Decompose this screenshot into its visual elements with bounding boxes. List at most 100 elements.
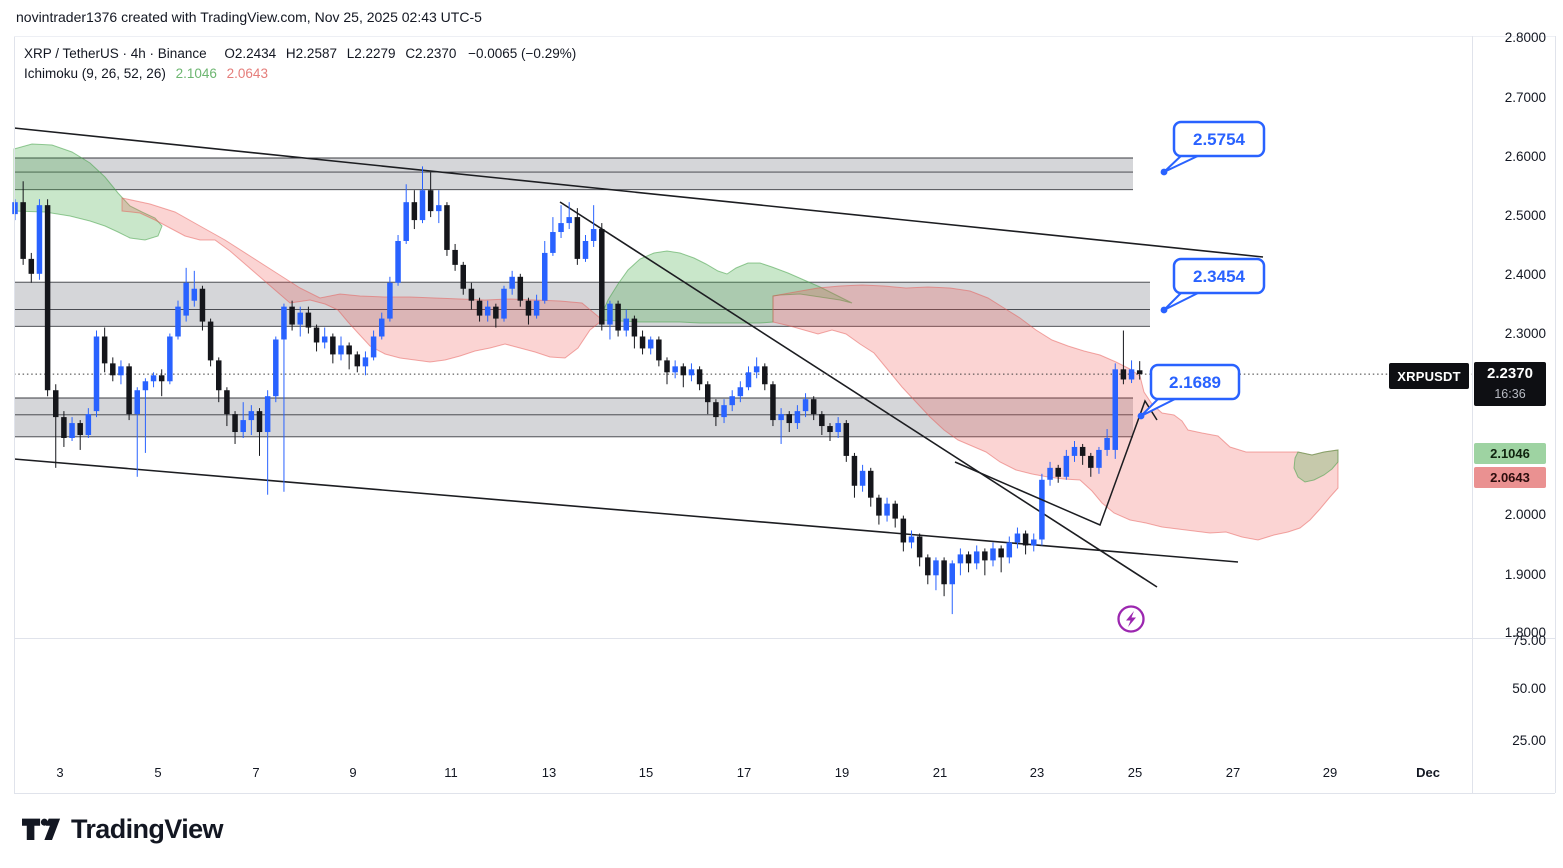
ohlc-low: L2.2279	[346, 46, 396, 61]
candle-body	[639, 336, 646, 349]
senkou-b-badge: 2.0643	[1474, 467, 1546, 488]
candle-body	[908, 536, 915, 543]
candle-body	[1031, 539, 1037, 546]
candle-body	[493, 306, 499, 319]
candle-body	[444, 205, 450, 250]
candle-body	[990, 548, 996, 561]
candle-body	[647, 339, 654, 349]
symbol-title[interactable]: XRP / TetherUS · 4h · Binance	[24, 46, 207, 61]
candle-body	[232, 414, 238, 433]
candle-body	[892, 503, 898, 519]
candle-body	[916, 536, 923, 558]
candle-body	[191, 288, 198, 301]
candle-body	[688, 369, 695, 376]
last-price-badge: 2.2370 16:36	[1474, 362, 1546, 406]
candle-body	[370, 336, 377, 358]
indicator-name[interactable]: Ichimoku (9, 26, 52, 26)	[24, 66, 166, 81]
time-tick-label: 19	[834, 765, 850, 780]
tradingview-watermark[interactable]: TradingView	[22, 814, 224, 845]
candle-body	[61, 417, 67, 438]
candle-body	[395, 240, 401, 283]
candle-body	[802, 399, 809, 412]
candle-body	[379, 318, 385, 337]
candle-body	[77, 423, 83, 436]
candle-body	[419, 190, 426, 221]
indicator-senkou-a-value: 2.1046	[175, 66, 217, 81]
time-tick-label: 23	[1029, 765, 1045, 780]
time-axis-border	[14, 793, 1555, 794]
candle-body	[868, 470, 874, 498]
time-tick-label: 11	[444, 765, 458, 780]
candle-body	[794, 411, 801, 424]
candle-body	[998, 548, 1004, 558]
callout-box	[1172, 257, 1266, 295]
plot-top-border	[14, 36, 1555, 37]
candle-body	[582, 240, 589, 259]
symbol-row: XRP / TetherUS · 4h · Binance O2.2434 H2…	[24, 44, 582, 64]
candle-body	[1071, 446, 1078, 456]
candle-body	[623, 318, 629, 331]
indicator-senkou-b-value: 2.0643	[226, 66, 268, 81]
candle-body	[1120, 369, 1127, 380]
price-callout[interactable]: 2.5754	[1160, 120, 1266, 176]
candle-body	[542, 252, 548, 301]
candle-body	[36, 205, 43, 274]
candle-body	[737, 387, 744, 397]
time-tick-label: 13	[541, 765, 557, 780]
candle-body	[843, 423, 850, 456]
candle-body	[460, 264, 466, 289]
candle-body	[925, 557, 931, 576]
candle-body	[305, 312, 312, 328]
candle-body	[484, 306, 491, 316]
candle-body	[150, 375, 157, 382]
time-axis[interactable]: 3 5 7 9 11 13 15 17 19 21 23 25 27 29 Dec	[0, 764, 1563, 792]
candle-body	[110, 363, 116, 376]
time-tick-label: 15	[638, 765, 654, 780]
kumo-pink-left	[121, 197, 601, 363]
candle-body	[387, 282, 393, 319]
time-tick-label: 3	[56, 765, 64, 780]
candle-body	[566, 217, 572, 224]
lightning-icon[interactable]	[1117, 605, 1145, 633]
candle-body	[1055, 467, 1061, 477]
price-callout[interactable]: 2.1689	[1137, 363, 1241, 420]
senkou-a-badge: 2.1046	[1474, 443, 1546, 464]
candle-body	[973, 551, 980, 564]
candle-body	[664, 360, 670, 373]
upper-channel	[13, 127, 1264, 258]
candle-body	[183, 282, 189, 316]
candle-body	[362, 357, 369, 367]
candle-body	[199, 288, 206, 322]
candle-body	[224, 390, 230, 415]
candle-body	[1014, 533, 1021, 543]
tradingview-logo-icon	[22, 817, 62, 843]
candle-body	[468, 288, 475, 301]
callout-price-label: 2.1689	[1169, 373, 1221, 392]
candle-body	[281, 306, 287, 340]
resistance-2.5754	[14, 157, 1133, 190]
symbol-label-badge: XRPUSDT	[1389, 363, 1469, 389]
time-tick-label: 5	[154, 765, 162, 780]
candle-body	[900, 518, 907, 543]
right-border	[1555, 36, 1556, 793]
candle-body	[713, 402, 719, 418]
candle-body	[941, 560, 947, 585]
candle-body	[1022, 533, 1029, 546]
candles	[12, 166, 1143, 615]
candle-body	[436, 205, 442, 212]
candle-body	[745, 372, 752, 388]
candle-body	[819, 414, 825, 427]
candle-body	[289, 306, 295, 325]
callout-price-label: 2.5754	[1193, 130, 1246, 149]
pane-divider[interactable]	[14, 638, 1555, 639]
candle-body	[656, 339, 662, 361]
candle-body	[1112, 369, 1118, 450]
time-tick-label: 29	[1322, 765, 1338, 780]
candle-body	[631, 318, 638, 337]
price-callout[interactable]: 2.3454	[1160, 257, 1266, 314]
candle-body	[101, 336, 108, 364]
candle-body	[607, 303, 613, 325]
candle-body	[827, 426, 833, 433]
candle-body	[705, 384, 711, 403]
